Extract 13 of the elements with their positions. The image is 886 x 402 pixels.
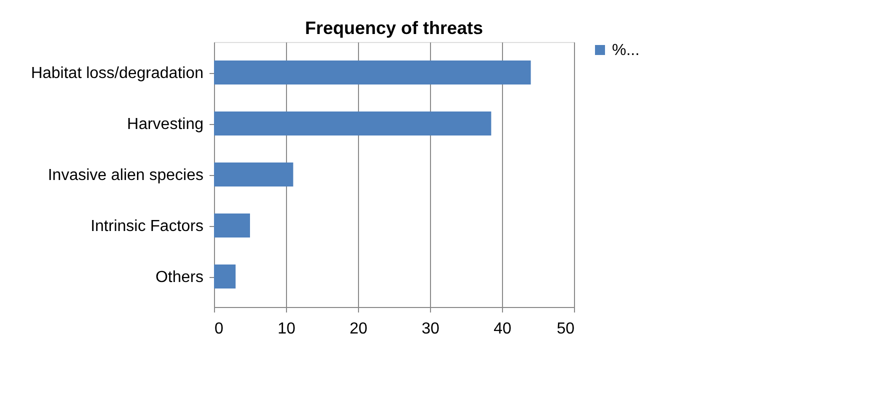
x-tick-label: 10 <box>278 320 296 338</box>
x-tick-label: 50 <box>556 320 575 338</box>
y-tick-label: Habitat loss/degradation <box>30 65 204 82</box>
x-tick-label: 40 <box>494 320 512 338</box>
y-tick-label: Others <box>155 269 204 286</box>
x-tick-label: 30 <box>422 320 440 338</box>
y-tick-label: Intrinsic Factors <box>90 218 204 235</box>
y-tick-label: Invasive alien species <box>48 167 204 184</box>
legend-label: %... <box>612 42 640 59</box>
x-tick-label: 0 <box>214 320 224 338</box>
chart-title: Frequency of threats <box>304 18 484 38</box>
y-tick-label: Harvesting <box>127 116 204 133</box>
x-tick-label: 20 <box>350 320 368 338</box>
